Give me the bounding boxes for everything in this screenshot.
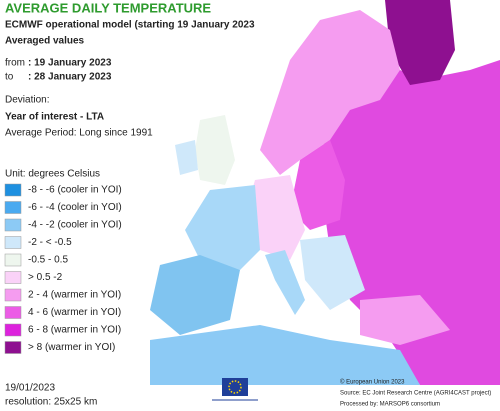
eu-stars — [228, 380, 242, 394]
legend-label: > 0.5 -2 — [28, 272, 63, 283]
deviation: Deviation: — [5, 95, 49, 106]
copyright: © European Union 2023 — [340, 379, 405, 386]
legend-label: 4 - 6 (warmer in YOI) — [28, 307, 121, 318]
legend-swatch — [4, 236, 22, 249]
to-label: to — [5, 72, 14, 83]
legend-label: 6 - 8 (warmer in YOI) — [28, 325, 121, 336]
from-value: : 19 January 2023 — [28, 58, 112, 69]
from-label: from — [5, 58, 25, 69]
legend-label: -4 - -2 (cooler in YOI) — [28, 220, 122, 231]
to-value: : 28 January 2023 — [28, 72, 112, 83]
subtitle: ECMWF operational model (starting 19 Jan… — [5, 20, 255, 31]
north-africa — [150, 325, 420, 385]
central-east — [290, 140, 345, 230]
north-east-region — [385, 0, 455, 85]
legend-label: 2 - 4 (warmer in YOI) — [28, 290, 121, 301]
averaged: Averaged values — [5, 36, 85, 47]
date: 19/01/2023 — [5, 383, 55, 394]
legend-swatch — [4, 201, 22, 214]
period: Average Period: Long since 1991 — [5, 128, 153, 139]
resolution: resolution: 25x25 km — [5, 397, 97, 408]
legend-swatch — [4, 218, 22, 232]
legend-swatch — [4, 341, 22, 354]
turkey — [360, 295, 450, 345]
title: AVERAGE DAILY TEMPERATURE — [5, 0, 211, 15]
legend-swatch — [4, 288, 22, 302]
legend-swatch — [4, 183, 22, 197]
source: Source: EC Joint Research Centre (AGRI4C… — [340, 391, 491, 397]
legend-unit: Unit: degrees Celsius — [5, 169, 100, 180]
legend-label: -0.5 - 0.5 — [28, 255, 68, 266]
map — [130, 0, 500, 385]
legend-label: -6 - -4 (cooler in YOI) — [28, 202, 122, 213]
processed: Processed by: MARSOP6 consortium — [340, 402, 440, 408]
eu-flag — [222, 378, 248, 396]
britain — [195, 115, 235, 185]
legend-swatch — [4, 271, 22, 284]
legend-label: -8 - -6 (cooler in YOI) — [28, 185, 122, 196]
legend-swatch — [4, 253, 22, 267]
text-panel: AVERAGE DAILY TEMPERATURE ECMWF operatio… — [5, 0, 491, 407]
eu-logo — [212, 378, 258, 401]
italy — [265, 250, 305, 315]
deviation-value: Year of interest - LTA — [5, 112, 104, 123]
iberia — [150, 255, 240, 335]
ireland — [175, 140, 198, 175]
scandinavia — [260, 10, 400, 175]
central-europe — [245, 175, 305, 260]
legend-label: > 8 (warmer in YOI) — [28, 342, 115, 353]
balkans — [300, 235, 365, 310]
legend-label: -2 - < -0.5 — [28, 237, 72, 248]
france — [185, 185, 260, 270]
legend-swatch — [4, 323, 22, 337]
legend-swatch — [4, 306, 22, 319]
